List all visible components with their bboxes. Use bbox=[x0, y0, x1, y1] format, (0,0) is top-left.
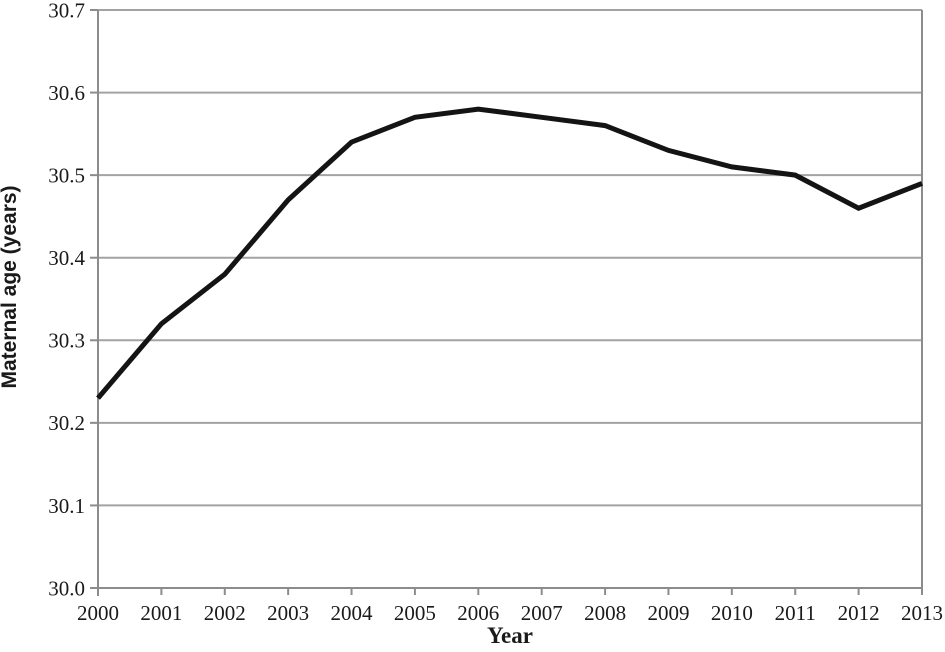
gridlines bbox=[98, 9, 922, 507]
y-tick-label: 30.4 bbox=[48, 246, 85, 270]
x-tick-label: 2001 bbox=[140, 601, 182, 625]
data-line-maternal-age bbox=[96, 106, 923, 400]
x-tick-label: 2007 bbox=[521, 601, 563, 625]
axes bbox=[90, 10, 923, 596]
x-tick-label: 2012 bbox=[838, 601, 880, 625]
x-tick-label: 2010 bbox=[711, 601, 753, 625]
x-tick-label: 2011 bbox=[775, 601, 816, 625]
x-tick-label: 2004 bbox=[331, 601, 374, 625]
y-tick-label: 30.6 bbox=[48, 81, 85, 105]
x-axis-ticks-and-labels: 2000 2001 2002 2003 2004 2005 2006 2007 2008 2009… bbox=[77, 588, 943, 625]
x-tick-label: 2008 bbox=[584, 601, 626, 625]
x-tick-label: 2013 bbox=[901, 601, 943, 625]
y-tick-label: 30.3 bbox=[48, 329, 85, 353]
y-axis-ticks-and-labels: 30.0 30.1 30.2 30.3 30.4 30.5 30.6 30.7 bbox=[48, 0, 98, 600]
x-tick-label: 2003 bbox=[267, 601, 309, 625]
x-tick-label: 2005 bbox=[394, 601, 436, 625]
y-tick-label: 30.5 bbox=[48, 163, 85, 187]
x-tick-label: 2002 bbox=[204, 601, 246, 625]
x-tick-label: 2009 bbox=[647, 601, 689, 625]
y-tick-label: 30.2 bbox=[48, 411, 85, 435]
x-tick-label: 2006 bbox=[457, 601, 499, 625]
y-tick-label: 30.0 bbox=[48, 576, 85, 600]
x-tick-label: 2000 bbox=[77, 601, 119, 625]
y-tick-label: 30.1 bbox=[48, 494, 85, 518]
y-tick-label: 30.7 bbox=[48, 0, 85, 22]
x-axis-title: Year bbox=[487, 623, 533, 648]
y-axis-title: Maternal age (years) bbox=[0, 185, 21, 388]
